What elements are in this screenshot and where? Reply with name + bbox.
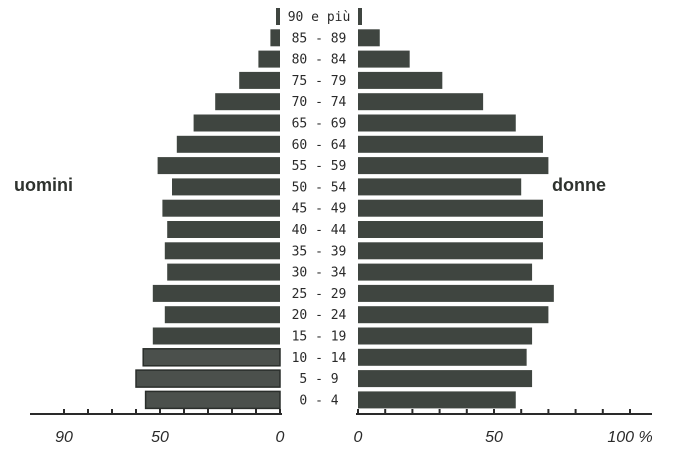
men-bars [135, 8, 281, 410]
axis-tick-marks [63, 409, 631, 414]
age-group-labels: 90 e più 85 - 89 80 - 84 75 - 79 70 - 74 65 -… [288, 10, 351, 408]
bar-men-5 [193, 114, 280, 132]
bar-men-3 [239, 71, 280, 89]
bar-men-16 [142, 348, 281, 367]
age-label-14: 20 - 24 [292, 308, 347, 323]
age-label-18: 0 - 4 [299, 393, 338, 408]
bar-men-6 [176, 135, 280, 153]
bar-men-14 [164, 306, 280, 324]
bar-women-0 [358, 8, 362, 25]
age-label-7: 55 - 59 [292, 159, 347, 174]
left-axis-label-2: 0 [276, 429, 285, 446]
bar-men-0 [276, 8, 280, 25]
bar-women-17 [358, 370, 533, 388]
age-label-9: 45 - 49 [292, 202, 347, 217]
age-label-5: 65 - 69 [292, 117, 347, 132]
bar-men-2 [258, 50, 280, 68]
age-label-10: 40 - 44 [292, 223, 347, 238]
age-label-13: 25 - 29 [292, 287, 347, 302]
bar-men-11 [164, 242, 280, 260]
bar-men-15 [152, 327, 280, 345]
bar-women-6 [358, 135, 543, 153]
bar-men-9 [162, 199, 280, 217]
left-axis-label-1: 50 [151, 429, 169, 446]
age-label-12: 30 - 34 [292, 266, 347, 281]
bar-women-8 [358, 178, 522, 196]
right-axis-label-1: 50 [485, 429, 503, 446]
age-label-16: 10 - 14 [292, 351, 347, 366]
women-bars [358, 8, 554, 409]
age-label-11: 35 - 39 [292, 244, 347, 259]
bar-women-14 [358, 306, 549, 324]
bar-women-13 [358, 284, 554, 302]
bar-women-7 [358, 157, 549, 175]
bar-men-17 [135, 369, 281, 388]
bar-men-7 [157, 157, 280, 175]
age-label-15: 15 - 19 [292, 330, 347, 345]
right-axis-label-0: 0 [354, 429, 363, 446]
axis-tick-labels: 90 50 0 0 50 100 % [55, 429, 653, 446]
bar-women-3 [358, 71, 443, 89]
bar-women-18 [358, 391, 516, 409]
bar-women-5 [358, 114, 516, 132]
bar-men-18 [144, 390, 281, 410]
bar-men-4 [215, 93, 280, 111]
right-axis-label-2: 100 % [607, 429, 652, 446]
age-label-0: 90 e più [288, 10, 351, 25]
bar-women-12 [358, 263, 533, 281]
age-label-17: 5 - 9 [299, 372, 338, 387]
age-label-2: 80 - 84 [292, 53, 347, 68]
left-axis-label-0: 90 [55, 429, 73, 446]
bar-women-11 [358, 242, 543, 260]
bar-women-4 [358, 93, 484, 111]
bar-women-16 [358, 348, 527, 366]
age-label-1: 85 - 89 [292, 31, 347, 46]
bar-men-1 [270, 29, 280, 47]
bar-men-10 [167, 221, 280, 238]
bar-women-15 [358, 327, 533, 345]
bar-men-12 [167, 263, 280, 281]
age-label-3: 75 - 79 [292, 74, 347, 89]
age-label-8: 50 - 54 [292, 180, 347, 195]
age-label-4: 70 - 74 [292, 95, 347, 110]
series-label-women: donne [552, 175, 606, 195]
bar-men-8 [172, 178, 280, 196]
series-label-men: uomini [14, 175, 73, 195]
bar-women-1 [358, 29, 380, 47]
bar-men-13 [152, 284, 280, 302]
bar-women-2 [358, 50, 410, 68]
bar-women-10 [358, 221, 543, 238]
age-label-6: 60 - 64 [292, 138, 347, 153]
bar-women-9 [358, 199, 543, 217]
